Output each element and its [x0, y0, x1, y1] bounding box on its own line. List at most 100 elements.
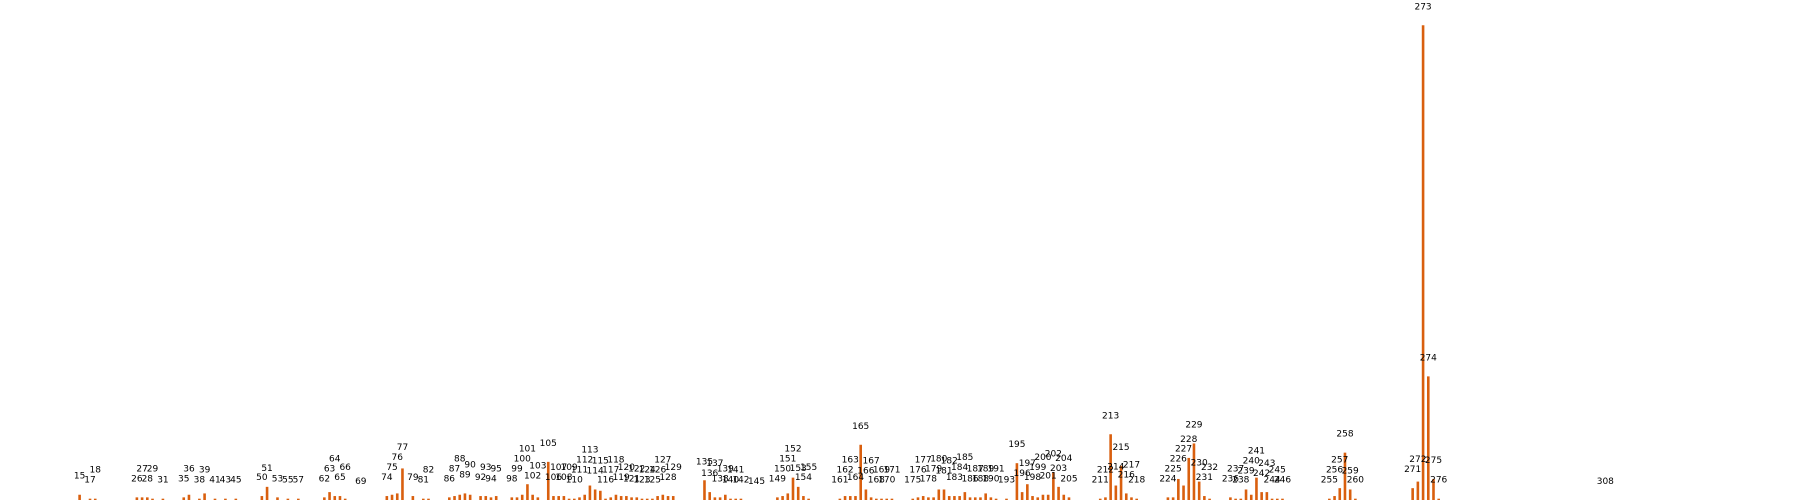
peak-label-175: 175 — [904, 476, 921, 486]
bar-87 — [453, 496, 456, 500]
peak-label-152: 152 — [784, 444, 801, 454]
peak-label-31: 31 — [157, 476, 168, 486]
peak-label-57: 57 — [293, 476, 304, 486]
peak-label-28: 28 — [142, 474, 154, 484]
bar-212 — [1104, 497, 1107, 500]
peak-label-185: 185 — [956, 453, 973, 463]
bar-109 — [567, 498, 571, 500]
peak-label-177: 177 — [915, 456, 932, 466]
peak-label-239: 239 — [1237, 466, 1254, 476]
peak-label-215: 215 — [1112, 443, 1129, 453]
peak-label-124: 124 — [639, 466, 656, 476]
bar-106 — [552, 496, 555, 500]
peak-label-35: 35 — [178, 474, 189, 484]
bar-15 — [78, 494, 81, 500]
bar-118 — [614, 494, 618, 500]
peak-label-195: 195 — [1008, 440, 1025, 450]
peak-label-203: 203 — [1050, 464, 1067, 474]
peak-label-230: 230 — [1191, 459, 1208, 469]
bar-181 — [942, 489, 946, 500]
bar-57 — [297, 498, 300, 500]
peak-label-213: 213 — [1102, 411, 1119, 421]
peak-label-39: 39 — [199, 466, 211, 476]
bar-184 — [958, 496, 961, 500]
bar-165 — [859, 444, 862, 500]
bar-258 — [1343, 452, 1347, 500]
peak-label-197: 197 — [1019, 459, 1036, 469]
peak-label-141: 141 — [727, 466, 744, 476]
bar-244 — [1270, 498, 1274, 500]
peak-label-139: 139 — [717, 464, 734, 474]
bar-127 — [661, 494, 665, 500]
peak-label-106: 106 — [545, 473, 562, 483]
bar-183 — [953, 496, 956, 500]
peak-label-238: 238 — [1232, 476, 1249, 486]
peak-label-228: 228 — [1180, 435, 1197, 445]
peak-label-188: 188 — [972, 474, 989, 484]
bar-66 — [343, 498, 347, 500]
peak-label-260: 260 — [1347, 476, 1364, 486]
bar-205 — [1067, 497, 1071, 500]
peak-label-178: 178 — [920, 474, 937, 484]
peak-label-41: 41 — [209, 476, 220, 486]
peak-label-161: 161 — [831, 476, 848, 486]
bar-64 — [333, 496, 337, 500]
peak-label-36: 36 — [183, 464, 195, 474]
bar-82 — [427, 498, 430, 500]
bar-185 — [963, 492, 967, 500]
peak-label-176: 176 — [909, 466, 926, 476]
bar-200 — [1041, 494, 1045, 500]
bar-117 — [609, 497, 613, 500]
bar-81 — [421, 498, 425, 500]
bar-241 — [1255, 477, 1258, 500]
bar-111 — [578, 497, 581, 500]
bar-170 — [885, 498, 889, 500]
peak-label-77: 77 — [397, 443, 408, 453]
peak-label-110: 110 — [566, 476, 583, 486]
bar-255 — [1328, 498, 1331, 500]
bar-122 — [635, 497, 639, 500]
peak-label-82: 82 — [423, 466, 434, 476]
peak-label-102: 102 — [524, 472, 541, 482]
peak-label-259: 259 — [1342, 466, 1359, 476]
peak-label-75: 75 — [386, 463, 397, 473]
peak-label-231: 231 — [1196, 473, 1213, 483]
bar-178 — [927, 497, 930, 500]
bar-187 — [973, 497, 977, 500]
bar-119 — [619, 496, 623, 500]
peak-label-89: 89 — [459, 470, 471, 480]
bar-43 — [224, 498, 227, 500]
peak-label-51: 51 — [261, 464, 272, 474]
peak-label-38: 38 — [194, 476, 206, 486]
peak-label-255: 255 — [1321, 476, 1338, 486]
peak-label-237: 237 — [1227, 464, 1244, 474]
peak-label-111: 111 — [571, 466, 588, 476]
bar-164 — [854, 496, 857, 500]
bar-259 — [1348, 489, 1352, 500]
bar-193 — [1005, 498, 1008, 500]
bar-29 — [151, 498, 154, 500]
bar-100 — [520, 494, 524, 500]
bar-186 — [968, 497, 972, 500]
bar-180 — [937, 489, 941, 500]
bars-layer — [78, 25, 1440, 500]
bar-105 — [546, 461, 550, 500]
bar-276 — [1437, 498, 1440, 500]
bar-50 — [260, 496, 264, 500]
bar-230 — [1197, 481, 1201, 500]
bar-51 — [265, 486, 269, 500]
peak-label-183: 183 — [946, 473, 963, 483]
peak-label-211: 211 — [1092, 476, 1109, 486]
bar-201 — [1046, 494, 1050, 500]
bar-125 — [651, 498, 654, 500]
bar-28 — [146, 497, 149, 500]
peak-label-99: 99 — [511, 464, 523, 474]
bar-237 — [1234, 498, 1237, 500]
peak-label-137: 137 — [706, 459, 723, 469]
bar-175 — [911, 498, 915, 500]
peak-label-136: 136 — [701, 469, 718, 479]
peak-label-204: 204 — [1055, 454, 1072, 464]
bar-141 — [734, 498, 738, 500]
peak-label-66: 66 — [339, 463, 351, 473]
